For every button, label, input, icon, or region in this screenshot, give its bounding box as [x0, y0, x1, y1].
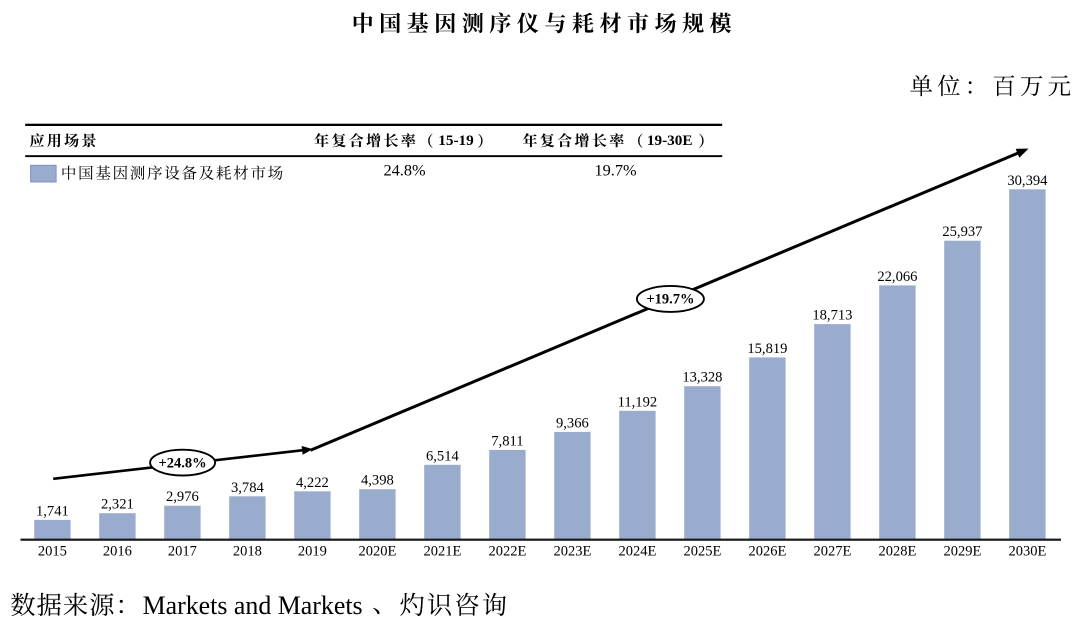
svg-text:+19.7%: +19.7%: [646, 292, 694, 308]
svg-text:19.7%: 19.7%: [594, 161, 636, 180]
svg-text:19-30E: 19-30E: [647, 132, 693, 149]
svg-text:2028E: 2028E: [878, 544, 916, 560]
svg-text:2025E: 2025E: [683, 544, 721, 560]
svg-text:1,741: 1,741: [36, 503, 69, 519]
svg-text:2027E: 2027E: [813, 544, 851, 560]
svg-text:9,366: 9,366: [556, 415, 589, 431]
svg-text:2026E: 2026E: [748, 544, 786, 560]
svg-text:2019: 2019: [298, 544, 327, 560]
svg-text:7,811: 7,811: [491, 433, 523, 449]
svg-text:2021E: 2021E: [423, 544, 461, 560]
svg-text:2,321: 2,321: [101, 497, 134, 513]
svg-text:Markets and Markets: Markets and Markets: [143, 591, 363, 620]
svg-text:24.8%: 24.8%: [383, 161, 425, 180]
svg-text:2017: 2017: [168, 544, 197, 560]
svg-text:15,819: 15,819: [747, 341, 787, 357]
svg-text:2016: 2016: [103, 544, 132, 560]
svg-text:2023E: 2023E: [553, 544, 591, 560]
svg-text:13,328: 13,328: [682, 370, 722, 386]
svg-text:2024E: 2024E: [618, 544, 656, 560]
svg-text:+24.8%: +24.8%: [159, 455, 207, 471]
svg-text:4,398: 4,398: [361, 473, 394, 489]
svg-text:2029E: 2029E: [943, 544, 981, 560]
svg-text:6,514: 6,514: [426, 448, 460, 464]
svg-text:11,192: 11,192: [618, 394, 658, 410]
svg-text:15-19: 15-19: [438, 132, 474, 149]
svg-text:18,713: 18,713: [812, 308, 852, 324]
svg-text:2,976: 2,976: [166, 489, 199, 505]
svg-text:22,066: 22,066: [877, 269, 917, 285]
svg-text:2022E: 2022E: [488, 544, 526, 560]
svg-text:2015: 2015: [38, 544, 67, 560]
svg-text:25,937: 25,937: [942, 224, 982, 240]
svg-text:2030E: 2030E: [1008, 544, 1046, 560]
svg-text:4,222: 4,222: [296, 475, 329, 491]
svg-text:2018: 2018: [233, 544, 262, 560]
svg-text:30,394: 30,394: [1007, 173, 1048, 189]
svg-text:2020E: 2020E: [358, 544, 396, 560]
svg-text:3,784: 3,784: [231, 480, 265, 496]
